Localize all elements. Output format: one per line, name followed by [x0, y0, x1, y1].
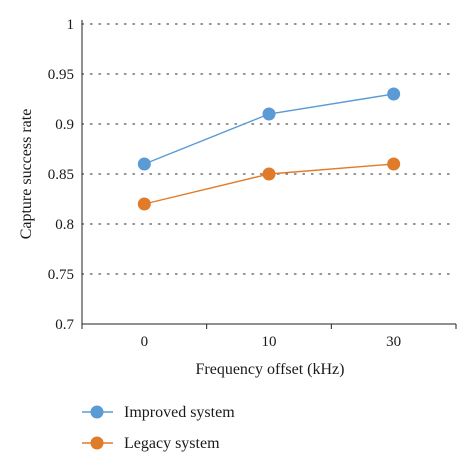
data-point [262, 167, 276, 181]
data-point [387, 157, 401, 171]
x-tick-label: 0 [141, 334, 149, 350]
y-tick-label: 0.85 [48, 167, 74, 183]
data-point [387, 87, 401, 101]
data-point [137, 197, 151, 211]
y-tick-label: 0.75 [48, 267, 74, 283]
x-tick-label: 10 [262, 334, 277, 350]
y-tick-label: 1 [67, 17, 75, 33]
legend-label: Improved system [124, 404, 235, 421]
y-tick-labels: 0.7 0.75 0.8 0.85 0.9 0.95 1 [48, 17, 75, 333]
gridlines [81, 23, 457, 275]
series [137, 87, 401, 211]
legend-label: Legacy system [124, 435, 220, 452]
legend-marker [90, 436, 104, 450]
y-tick-label: 0.7 [55, 317, 74, 333]
data-point [262, 107, 276, 121]
y-tick-label: 0.9 [55, 117, 74, 133]
axes [81, 20, 457, 329]
x-tick-label: 30 [386, 334, 401, 350]
data-point [137, 157, 151, 171]
y-axis-title: Capture success rate [18, 109, 35, 240]
series-line-0 [144, 93, 394, 165]
legend: Improved system Legacy system [82, 404, 235, 452]
legend-marker [90, 405, 104, 419]
y-tick-label: 0.95 [48, 67, 74, 83]
x-tick-labels: 0 10 30 [141, 334, 402, 350]
y-tick-label: 0.8 [55, 217, 74, 233]
x-axis-title: Frequency offset (kHz) [196, 361, 345, 378]
